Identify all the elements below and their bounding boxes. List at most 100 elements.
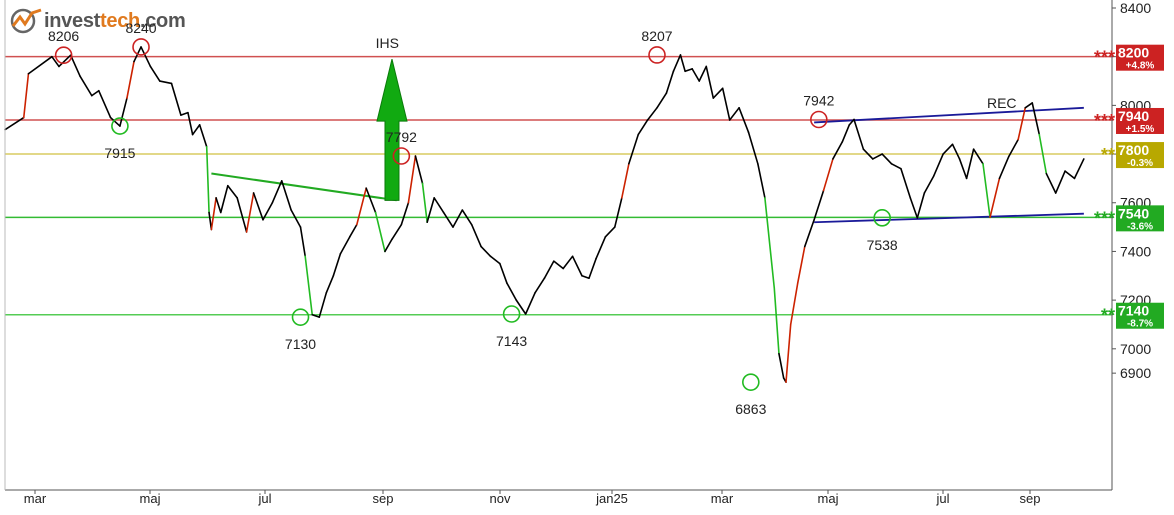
price-segment bbox=[665, 70, 675, 95]
price-segment bbox=[691, 68, 701, 82]
level-badge bbox=[1116, 107, 1164, 134]
x-tick-label: mar bbox=[711, 491, 734, 506]
price-segment bbox=[58, 54, 72, 68]
y-tick-label: 8400 bbox=[1120, 0, 1151, 16]
price-segment bbox=[789, 282, 799, 326]
price-segment bbox=[461, 209, 473, 226]
price-segment bbox=[778, 352, 785, 379]
price-segment bbox=[452, 209, 464, 228]
price-segment bbox=[506, 282, 518, 301]
price-segment bbox=[796, 245, 806, 284]
annotation-label: 8240 bbox=[125, 20, 156, 36]
price-segment bbox=[656, 92, 668, 109]
price-segment bbox=[119, 97, 128, 127]
pattern-lines bbox=[211, 59, 1084, 224]
price-segment bbox=[442, 211, 454, 228]
x-tick-label: maj bbox=[140, 491, 161, 506]
level-value: 8200 bbox=[1118, 45, 1149, 61]
annotation-label: 7915 bbox=[104, 145, 135, 161]
price-segment bbox=[98, 89, 112, 119]
x-tick-label: jul bbox=[257, 491, 271, 506]
price-segment bbox=[524, 292, 536, 315]
price-segment bbox=[848, 118, 855, 126]
price-segment bbox=[916, 192, 926, 219]
level-badge bbox=[1116, 205, 1164, 232]
price-segment bbox=[210, 197, 217, 231]
price-segment bbox=[149, 65, 161, 82]
price-segment bbox=[679, 54, 686, 73]
level-pct: +1.5% bbox=[1126, 124, 1155, 135]
price-segment bbox=[613, 197, 623, 228]
peak-marker bbox=[132, 38, 150, 56]
price-segment bbox=[400, 201, 410, 226]
price-segment bbox=[109, 116, 121, 127]
price-segment bbox=[198, 124, 208, 148]
price-segment bbox=[1038, 133, 1048, 175]
price-segment bbox=[951, 143, 961, 160]
price-segment bbox=[785, 323, 792, 383]
price-segment bbox=[271, 180, 283, 204]
x-tick-label: sep bbox=[373, 491, 394, 506]
price-segment bbox=[356, 187, 367, 226]
channel-top-line bbox=[814, 106, 1084, 124]
level-stars: ** bbox=[1101, 306, 1115, 326]
price-segment bbox=[764, 197, 776, 289]
price-segment bbox=[180, 111, 189, 116]
x-tick-label: sep bbox=[1020, 491, 1041, 506]
x-tick-label: maj bbox=[818, 491, 839, 506]
price-segment bbox=[932, 153, 944, 177]
level-stars: *** bbox=[1094, 48, 1115, 68]
price-segment bbox=[252, 192, 264, 221]
breakout-arrow-icon bbox=[376, 59, 408, 201]
level-lines bbox=[5, 55, 1112, 316]
price-segment bbox=[90, 89, 100, 97]
price-segment bbox=[923, 175, 935, 194]
annotation-label: REC bbox=[987, 95, 1017, 111]
price-segment bbox=[290, 209, 302, 228]
price-segment bbox=[871, 153, 883, 160]
price-segment bbox=[712, 87, 724, 99]
x-tick-label: jul bbox=[935, 491, 949, 506]
price-segment bbox=[27, 55, 53, 75]
y-tick-label: 6900 bbox=[1120, 365, 1151, 381]
level-pct: -8.7% bbox=[1127, 319, 1153, 330]
price-segment bbox=[69, 54, 81, 77]
peak-marker bbox=[810, 110, 828, 129]
logo-accent: tech bbox=[100, 9, 140, 32]
price-segment bbox=[215, 197, 222, 214]
price-segment bbox=[236, 197, 248, 233]
price-segment bbox=[126, 60, 135, 99]
price-segment bbox=[982, 162, 991, 219]
price-segment bbox=[853, 118, 865, 150]
price-segment bbox=[22, 72, 30, 119]
price-segment bbox=[738, 107, 750, 133]
price-segment bbox=[489, 255, 501, 265]
x-tick-label: nov bbox=[490, 491, 511, 506]
price-segment bbox=[348, 223, 358, 238]
price-segment bbox=[262, 201, 274, 221]
logo-suffix: .com bbox=[139, 9, 186, 32]
price-segment bbox=[998, 155, 1010, 180]
level-badge bbox=[1116, 302, 1164, 329]
price-segment bbox=[158, 80, 173, 85]
price-segment bbox=[499, 262, 508, 284]
price-segment bbox=[1073, 158, 1085, 180]
price-segment bbox=[311, 313, 321, 318]
annotation-label: 7942 bbox=[803, 92, 834, 108]
level-badge bbox=[1116, 44, 1164, 71]
price-segment bbox=[1054, 170, 1066, 194]
peak-marker bbox=[648, 46, 666, 64]
price-segment bbox=[534, 277, 546, 294]
trough-marker bbox=[742, 373, 760, 391]
y-tick-label: 7400 bbox=[1120, 243, 1151, 259]
level-value: 7540 bbox=[1118, 205, 1149, 221]
price-segment bbox=[747, 131, 759, 165]
price-segment bbox=[646, 107, 658, 121]
level-stars: *** bbox=[1094, 208, 1115, 228]
level-value: 7940 bbox=[1118, 108, 1149, 124]
price-segment bbox=[832, 141, 844, 160]
price-segment bbox=[374, 211, 386, 253]
price-segment bbox=[170, 82, 182, 116]
price-segment bbox=[515, 299, 527, 315]
